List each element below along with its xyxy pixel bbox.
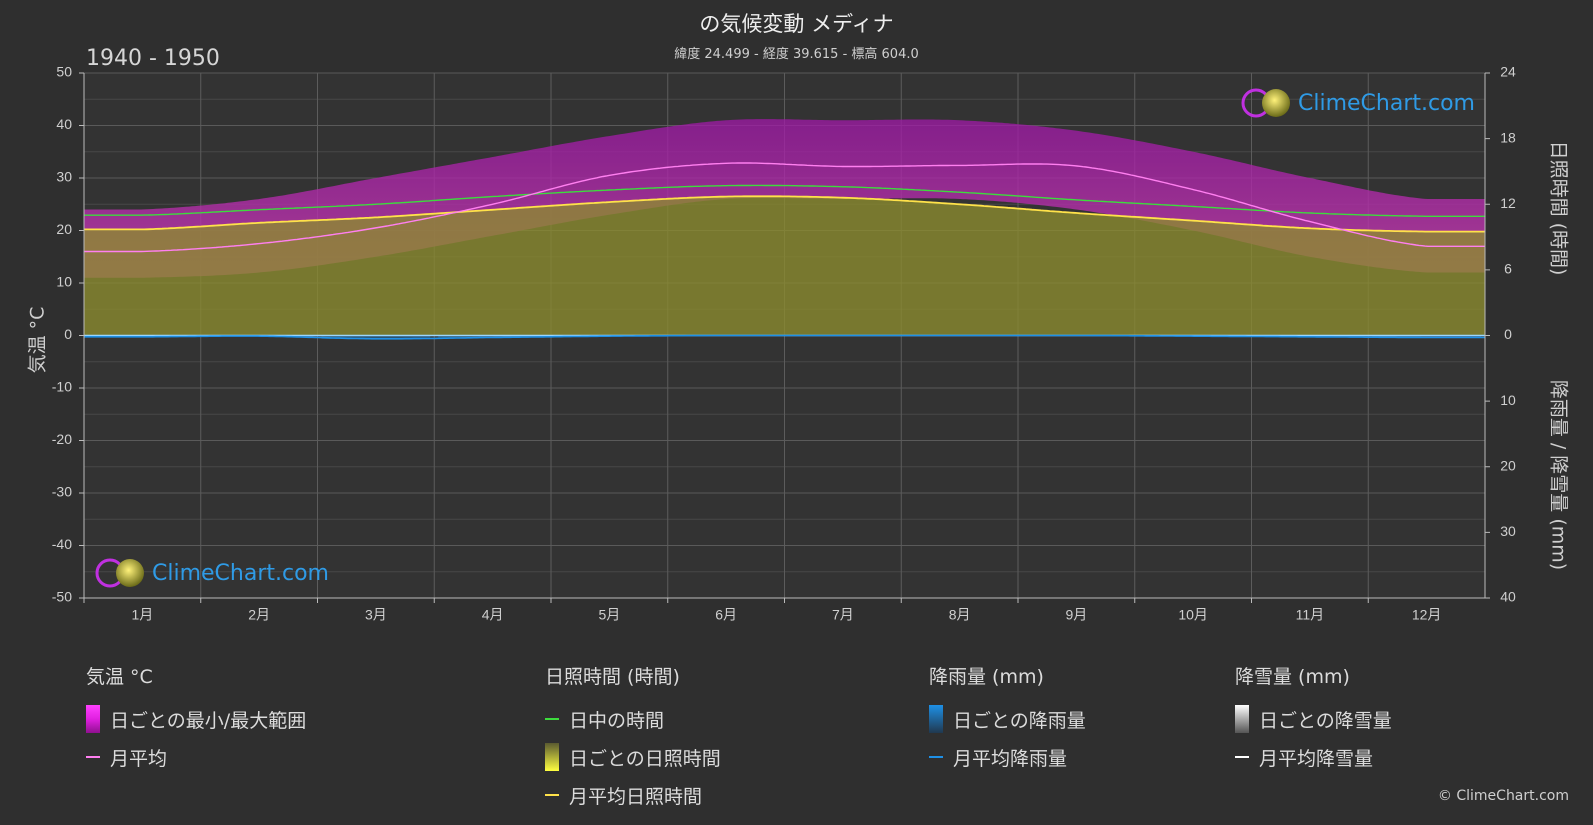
tick-label-x: 6月 [715, 607, 737, 623]
legend-rain-avg[interactable]: 月平均降雨量 [929, 738, 1086, 776]
tick-label-x: 8月 [949, 607, 971, 623]
legend-snow: 降雪量 (mm) 日ごとの降雪量 月平均降雪量 [1235, 662, 1392, 776]
legend-sunshine-daily-label: 日ごとの日照時間 [569, 747, 721, 770]
tick-label-left: -20 [52, 431, 72, 447]
legend-daylight[interactable]: 日中の時間 [545, 700, 721, 738]
axes: 50 40 30 20 10 0 -10 -20 -30 -40 -50 24 18 12 6 0 10 20 30… [52, 64, 1516, 623]
legend-temp-header: 気温 °C [86, 666, 153, 688]
daylight-line [84, 184, 1485, 217]
snow-daily-swatch [1235, 705, 1249, 733]
legend-sunshine: 日照時間 (時間) 日中の時間 日ごとの日照時間 月平均日照時間 [545, 662, 721, 814]
rain-bar [321, 335, 431, 339]
tick-label-x: 10月 [1178, 607, 1208, 623]
logo-text: ClimeChart.com [152, 560, 329, 586]
tick-label-left: 10 [56, 274, 72, 290]
temp-range-swatch [86, 705, 100, 733]
logo-bottom[interactable]: ClimeChart.com [94, 556, 329, 590]
legend-rain-daily[interactable]: 日ごとの降雨量 [929, 700, 1086, 738]
tick-label-x: 2月 [248, 607, 270, 623]
tick-label-right-precip: 10 [1500, 392, 1516, 408]
legend-daylight-label: 日中の時間 [569, 709, 665, 732]
chart-series [84, 119, 1485, 340]
legend-snow-daily-label: 日ごとの降雪量 [1259, 709, 1392, 732]
rain-avg-swatch [929, 756, 943, 758]
tick-label-x: 12月 [1412, 607, 1442, 623]
tick-label-left: 50 [56, 64, 72, 80]
legend-temp-range-label: 日ごとの最小/最大範囲 [110, 709, 307, 732]
tick-label-right-sun: 0 [1504, 326, 1512, 342]
snow-avg-swatch [1235, 756, 1249, 758]
legend-snow-avg-label: 月平均降雪量 [1259, 747, 1374, 770]
tick-label-x: 5月 [598, 607, 620, 623]
legend-temperature: 気温 °C 日ごとの最小/最大範囲 月平均 [86, 662, 306, 776]
tick-label-right-precip: 20 [1500, 457, 1516, 473]
sunshine-daily-swatch [545, 743, 559, 771]
logo-text: ClimeChart.com [1298, 90, 1475, 116]
tick-label-x: 4月 [482, 607, 504, 623]
tick-label-left: 20 [56, 221, 72, 237]
legend-temp-range[interactable]: 日ごとの最小/最大範囲 [86, 700, 306, 738]
tick-label-left: 30 [56, 169, 72, 185]
legend-temp-avg-label: 月平均 [110, 747, 168, 770]
legend-snow-header: 降雪量 (mm) [1235, 666, 1350, 688]
chart-title: の気候変動 メディナ [699, 12, 894, 36]
sunshine-avg-swatch [545, 794, 559, 796]
climechart-logo-icon [1241, 88, 1290, 118]
climechart-logo-icon [95, 558, 144, 588]
period-label: 1940 - 1950 [86, 46, 220, 71]
tick-label-right-precip: 40 [1500, 589, 1516, 605]
tick-label-right-sun: 24 [1500, 64, 1516, 80]
chart-subtitle: 緯度 24.499 - 経度 39.615 - 標高 604.0 [674, 47, 919, 62]
y-axis-right-sun-label: 日照時間 (時間) [1547, 140, 1570, 276]
rain-bar [438, 335, 547, 338]
rain-avg-line [84, 334, 1485, 340]
rain-bar [1372, 335, 1481, 338]
legend-rain: 降雨量 (mm) 日ごとの降雨量 月平均降雨量 [929, 662, 1086, 776]
legend-sunshine-avg[interactable]: 月平均日照時間 [545, 776, 721, 814]
tick-label-right-precip: 30 [1500, 523, 1516, 539]
logo-top[interactable]: ClimeChart.com [1240, 86, 1475, 120]
y-axis-right-precip-label: 降雨量 / 降雪量 (mm) [1547, 379, 1570, 571]
legend-sun-header: 日照時間 (時間) [545, 666, 680, 688]
tick-label-left: 40 [56, 116, 72, 132]
temp-avg-swatch [86, 756, 100, 758]
copyright: © ClimeChart.com [1437, 788, 1569, 804]
tick-label-left: -30 [52, 484, 72, 500]
rain-daily-swatch [929, 705, 943, 733]
tick-label-left: -50 [52, 589, 72, 605]
tick-label-x: 1月 [131, 607, 153, 623]
tick-label-left: -40 [52, 536, 72, 552]
y-axis-left-label: 気温 °C [26, 306, 49, 374]
tick-label-right-sun: 18 [1500, 129, 1516, 145]
legend-sunshine-daily[interactable]: 日ごとの日照時間 [545, 738, 721, 776]
daylight-swatch [545, 718, 559, 720]
legend-rain-daily-label: 日ごとの降雨量 [953, 709, 1086, 732]
temp-avg-line [84, 162, 1485, 253]
legend-sunshine-avg-label: 月平均日照時間 [569, 785, 703, 808]
tick-label-x: 11月 [1296, 607, 1325, 623]
tick-label-x: 9月 [1065, 607, 1087, 623]
tick-label-right-sun: 12 [1500, 195, 1516, 211]
legend-rain-avg-label: 月平均降雨量 [953, 747, 1068, 770]
legend-snow-avg[interactable]: 月平均降雪量 [1235, 738, 1392, 776]
sunshine-avg-line [84, 195, 1485, 233]
legend-rain-header: 降雨量 (mm) [929, 666, 1044, 688]
tick-label-x: 7月 [832, 607, 854, 623]
legend-temp-avg[interactable]: 月平均 [86, 738, 306, 776]
tick-label-x: 3月 [365, 607, 387, 623]
tick-label-left: 0 [64, 326, 72, 342]
sunshine-daily-area [84, 196, 1485, 336]
legend-snow-daily[interactable]: 日ごとの降雪量 [1235, 700, 1392, 738]
tick-label-left: -10 [52, 379, 72, 395]
tick-label-right-sun: 6 [1504, 261, 1512, 277]
